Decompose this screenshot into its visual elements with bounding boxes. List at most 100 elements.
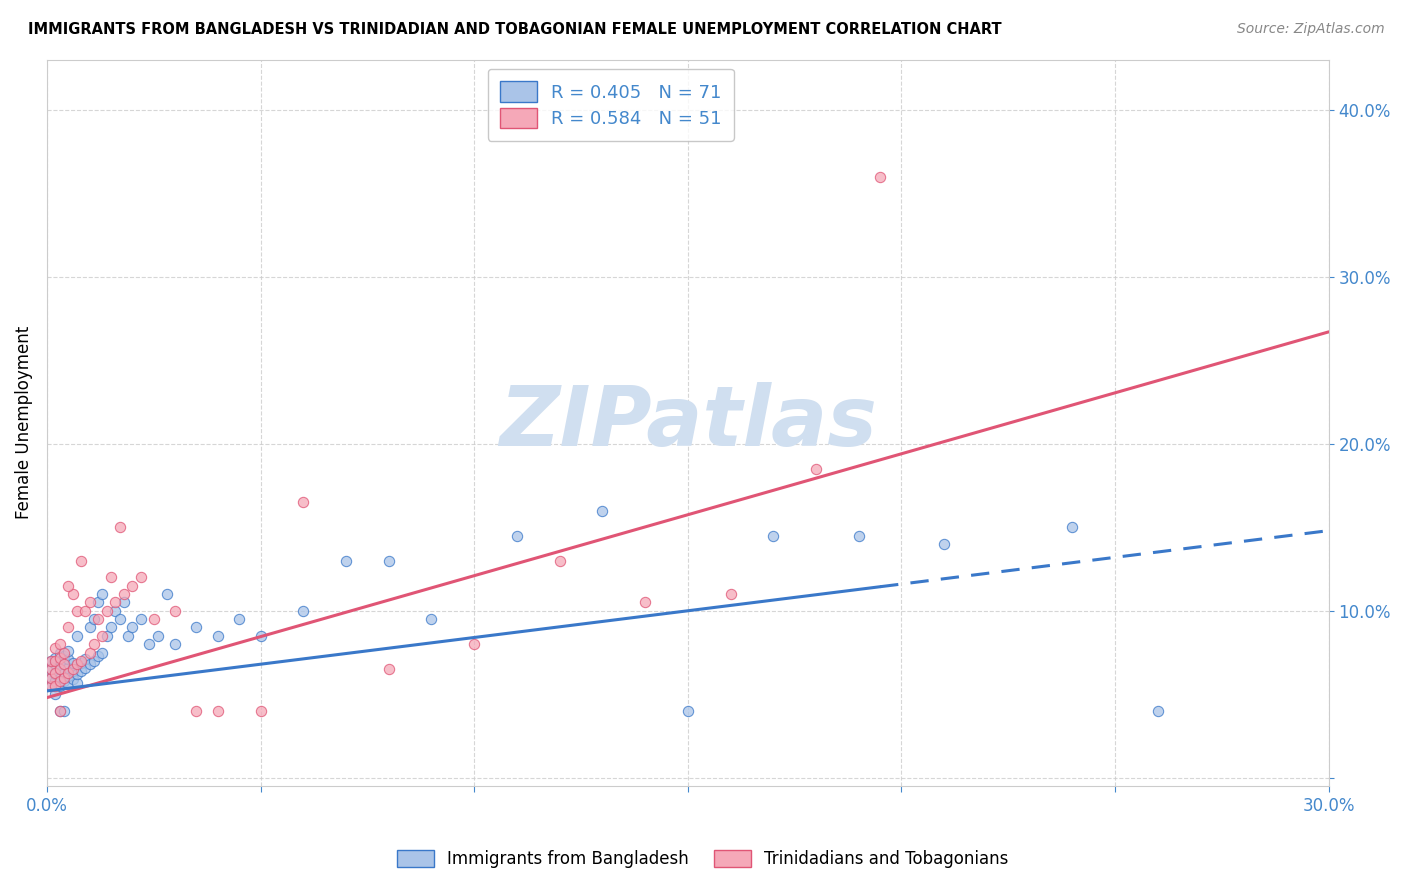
Point — [53, 704, 76, 718]
Text: IMMIGRANTS FROM BANGLADESH VS TRINIDADIAN AND TOBAGONIAN FEMALE UNEMPLOYMENT COR: IMMIGRANTS FROM BANGLADESH VS TRINIDADIA… — [28, 22, 1001, 37]
Point — [104, 595, 127, 609]
Point — [165, 604, 187, 618]
Point — [186, 704, 208, 718]
Point — [53, 665, 76, 680]
Text: ZIPatlas: ZIPatlas — [499, 383, 877, 463]
Point — [762, 528, 785, 542]
Point — [58, 669, 80, 683]
Point — [39, 662, 62, 676]
Point — [83, 637, 105, 651]
Text: Source: ZipAtlas.com: Source: ZipAtlas.com — [1237, 22, 1385, 37]
Point — [48, 704, 70, 718]
Point — [48, 671, 70, 685]
Point — [44, 667, 66, 681]
Point — [165, 637, 187, 651]
Point — [62, 662, 84, 676]
Point — [155, 587, 177, 601]
Point — [112, 587, 135, 601]
Point — [39, 671, 62, 685]
Point — [48, 662, 70, 676]
Point — [121, 620, 143, 634]
Point — [420, 612, 443, 626]
Point — [62, 587, 84, 601]
Point — [79, 620, 101, 634]
Point — [48, 679, 70, 693]
Point — [1147, 704, 1170, 718]
Point — [83, 654, 105, 668]
Point — [58, 579, 80, 593]
Point — [58, 660, 80, 674]
Point — [207, 629, 229, 643]
Point — [70, 656, 93, 670]
Point — [100, 570, 122, 584]
Point — [87, 595, 110, 609]
Point — [58, 620, 80, 634]
Point — [53, 671, 76, 685]
Point — [70, 554, 93, 568]
Point — [87, 612, 110, 626]
Point — [121, 579, 143, 593]
Point — [53, 657, 76, 672]
Point — [48, 704, 70, 718]
Point — [634, 595, 657, 609]
Point — [87, 648, 110, 663]
Point — [207, 704, 229, 718]
Point — [249, 629, 271, 643]
Point — [186, 620, 208, 634]
Point — [79, 646, 101, 660]
Point — [79, 657, 101, 672]
Point — [108, 520, 131, 534]
Point — [91, 587, 114, 601]
Point — [58, 665, 80, 680]
Point — [848, 528, 870, 542]
Point — [44, 665, 66, 680]
Point — [506, 528, 529, 542]
Point — [117, 629, 139, 643]
Point — [48, 650, 70, 665]
Point — [228, 612, 250, 626]
Point — [1062, 520, 1084, 534]
Point — [44, 679, 66, 693]
Point — [96, 604, 118, 618]
Point — [869, 169, 891, 184]
Point — [129, 612, 152, 626]
Point — [75, 660, 97, 674]
Point — [48, 654, 70, 668]
Point — [100, 620, 122, 634]
Legend: R = 0.405   N = 71, R = 0.584   N = 51: R = 0.405 N = 71, R = 0.584 N = 51 — [488, 69, 734, 141]
Point — [62, 656, 84, 670]
Point — [66, 657, 89, 672]
Point — [44, 657, 66, 672]
Point — [48, 662, 70, 676]
Point — [48, 646, 70, 660]
Point — [58, 652, 80, 666]
Point — [676, 704, 699, 718]
Point — [548, 554, 571, 568]
Point — [83, 612, 105, 626]
Point — [146, 629, 169, 643]
Point — [377, 662, 399, 676]
Point — [66, 667, 89, 681]
Point — [58, 677, 80, 691]
Point — [70, 664, 93, 678]
Point — [39, 671, 62, 685]
Point — [463, 637, 485, 651]
Point — [53, 646, 76, 660]
Y-axis label: Female Unemployment: Female Unemployment — [15, 326, 32, 519]
Point — [292, 495, 315, 509]
Point — [591, 503, 613, 517]
Point — [39, 662, 62, 676]
Point — [75, 604, 97, 618]
Point — [70, 654, 93, 668]
Point — [39, 679, 62, 693]
Point — [39, 654, 62, 668]
Point — [335, 554, 357, 568]
Point — [48, 637, 70, 651]
Point — [91, 629, 114, 643]
Point — [53, 673, 76, 688]
Point — [96, 629, 118, 643]
Point — [292, 604, 315, 618]
Point — [39, 654, 62, 668]
Point — [79, 595, 101, 609]
Point — [66, 675, 89, 690]
